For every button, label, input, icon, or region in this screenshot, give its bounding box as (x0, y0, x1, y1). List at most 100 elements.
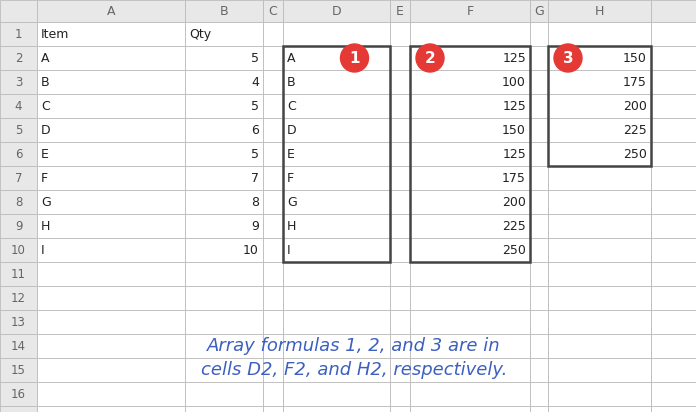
Bar (548, 262, 651, 286)
Text: 250: 250 (502, 243, 526, 257)
Text: A: A (41, 52, 49, 65)
Text: 3: 3 (562, 51, 574, 66)
Bar (37, 262, 185, 286)
Text: 16: 16 (11, 388, 26, 400)
Bar (283, 142, 390, 166)
Bar (0, 70, 37, 94)
Text: A: A (106, 5, 116, 17)
Bar (530, 166, 548, 190)
Bar (390, 262, 410, 286)
Bar (37, 0, 185, 22)
Bar (283, 46, 390, 70)
Bar (0, 262, 37, 286)
Bar (283, 0, 390, 22)
Bar (548, 166, 651, 190)
Bar (390, 94, 410, 118)
Text: H: H (41, 220, 50, 232)
Text: G: G (41, 196, 51, 208)
Text: 150: 150 (502, 124, 526, 136)
Bar (410, 46, 530, 262)
Text: 175: 175 (502, 171, 526, 185)
Bar (651, 310, 696, 334)
Bar (410, 94, 530, 118)
Bar (185, 262, 263, 286)
Bar (283, 190, 390, 214)
Bar (37, 310, 185, 334)
Bar (37, 190, 185, 214)
Bar (263, 0, 283, 22)
Bar (185, 190, 263, 214)
Text: 7: 7 (251, 171, 259, 185)
Bar (263, 358, 283, 382)
Bar (37, 94, 185, 118)
Bar (37, 142, 185, 166)
Bar (185, 22, 263, 46)
Bar (185, 214, 263, 238)
Text: C: C (269, 5, 278, 17)
Bar (263, 310, 283, 334)
Bar (0, 406, 37, 412)
Bar (530, 70, 548, 94)
Text: 150: 150 (623, 52, 647, 65)
Text: H: H (287, 220, 296, 232)
Text: 5: 5 (251, 100, 259, 112)
Text: H: H (595, 5, 604, 17)
Text: B: B (41, 75, 49, 89)
Bar (185, 142, 263, 166)
Bar (410, 238, 530, 262)
Text: 12: 12 (11, 292, 26, 304)
Bar (283, 94, 390, 118)
Text: C: C (41, 100, 49, 112)
Text: 14: 14 (11, 339, 26, 353)
Bar (548, 46, 651, 166)
Bar (390, 0, 410, 22)
Bar (263, 70, 283, 94)
Bar (263, 46, 283, 70)
Bar (0, 118, 37, 142)
Bar (37, 334, 185, 358)
Bar (651, 118, 696, 142)
Bar (185, 406, 263, 412)
Bar (548, 358, 651, 382)
Bar (0, 22, 37, 46)
Text: 10: 10 (243, 243, 259, 257)
Bar (651, 334, 696, 358)
Bar (0, 0, 37, 22)
Bar (651, 358, 696, 382)
Text: 6: 6 (15, 147, 22, 161)
Bar (410, 166, 530, 190)
Bar (0, 94, 37, 118)
Bar (390, 286, 410, 310)
Bar (548, 406, 651, 412)
Text: 1: 1 (349, 51, 360, 66)
Text: F: F (466, 5, 473, 17)
Text: E: E (396, 5, 404, 17)
Text: 4: 4 (15, 100, 22, 112)
Bar (548, 310, 651, 334)
Bar (185, 310, 263, 334)
Bar (410, 310, 530, 334)
Text: 6: 6 (251, 124, 259, 136)
Bar (651, 142, 696, 166)
Bar (548, 190, 651, 214)
Bar (283, 406, 390, 412)
Bar (530, 0, 548, 22)
Bar (185, 166, 263, 190)
Bar (651, 262, 696, 286)
Bar (283, 214, 390, 238)
Text: 2: 2 (15, 52, 22, 65)
Bar (37, 214, 185, 238)
Bar (0, 190, 37, 214)
Text: 5: 5 (251, 52, 259, 65)
Bar (651, 166, 696, 190)
Bar (651, 214, 696, 238)
Text: 11: 11 (11, 267, 26, 281)
Bar (410, 0, 530, 22)
Ellipse shape (340, 44, 368, 72)
Bar (390, 406, 410, 412)
Text: 8: 8 (15, 196, 22, 208)
Bar (530, 358, 548, 382)
Bar (410, 358, 530, 382)
Text: 3: 3 (15, 75, 22, 89)
Bar (530, 406, 548, 412)
